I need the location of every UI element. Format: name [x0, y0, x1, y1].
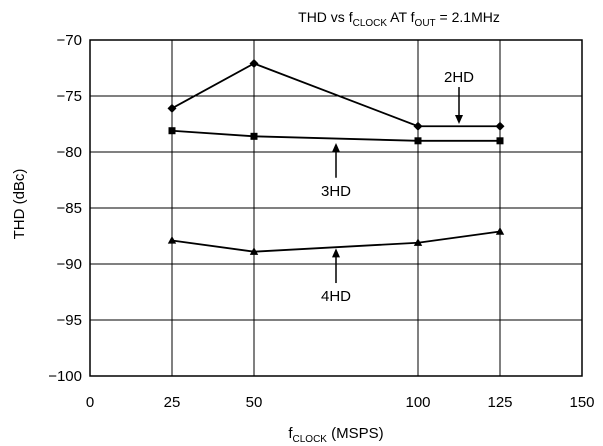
data-point-2hd: [495, 121, 505, 131]
x-tick-label: 100: [405, 394, 430, 411]
y-tick-label: −100: [48, 368, 82, 385]
annotation-4hd-label: 4HD: [321, 288, 351, 305]
series-line-2hd: [171, 62, 500, 128]
data-point-3hd: [496, 137, 504, 145]
chart-title-prefix: THD vs f: [298, 9, 353, 25]
y-axis-label: THD (dBc): [11, 169, 28, 240]
chart-title-sub-out: OUT: [415, 18, 436, 29]
x-tick-label: 25: [164, 394, 181, 411]
data-point-3hd: [414, 137, 422, 145]
data-point-4hd: [249, 247, 259, 255]
y-tick-label: −80: [57, 144, 82, 161]
grid-lines: [89, 39, 583, 377]
annotation-2hd-arrow-head: [455, 115, 463, 124]
x-tick-labels: 0 25 50 100 125 150: [86, 394, 595, 411]
data-point-4hd: [413, 238, 423, 246]
x-tick-label: 50: [246, 394, 263, 411]
x-tick-label: 125: [487, 394, 512, 411]
plot-frame: [89, 39, 583, 377]
chart-title-suffix: = 2.1MHz: [436, 9, 500, 25]
series-line-3hd: [171, 129, 500, 142]
series-layer: [167, 59, 505, 255]
data-point-2hd: [167, 103, 177, 113]
data-point-3hd: [250, 132, 258, 140]
chart-title: THD vs fCLOCK AT fOUT = 2.1MHz: [298, 9, 500, 29]
annotation-3hd-arrow-head: [332, 143, 340, 153]
x-axis-label: fCLOCK (MSPS): [288, 425, 383, 445]
annotation-4hd-arrow-head: [332, 248, 340, 258]
annotation-3hd-label: 3HD: [321, 183, 351, 200]
chart-title-middle: AT f: [387, 9, 415, 25]
y-tick-labels: −70 −75 −80 −85 −90 −95 −100: [48, 32, 82, 385]
x-axis-label-main: f: [288, 425, 293, 442]
y-tick-label: −70: [57, 32, 82, 49]
data-point-2hd: [413, 121, 423, 131]
chart-title-sub-clock: CLOCK: [353, 18, 388, 29]
annotations: 2HD 3HD 4HD: [321, 69, 474, 305]
y-tick-label: −75: [57, 88, 82, 105]
data-point-4hd: [167, 235, 177, 244]
x-axis-label-rest: (MSPS): [327, 425, 384, 442]
x-tick-label: 0: [86, 394, 94, 411]
x-tick-label: 150: [569, 394, 594, 411]
data-point-3hd: [168, 127, 176, 135]
data-point-4hd: [495, 227, 505, 235]
y-tick-label: −95: [57, 312, 82, 329]
series-line-4hd: [171, 230, 501, 253]
annotation-2hd-label: 2HD: [444, 69, 474, 86]
y-tick-label: −85: [57, 200, 82, 217]
x-axis-label-sub: CLOCK: [293, 434, 328, 445]
y-tick-label: −90: [57, 256, 82, 273]
data-point-2hd: [249, 59, 259, 69]
